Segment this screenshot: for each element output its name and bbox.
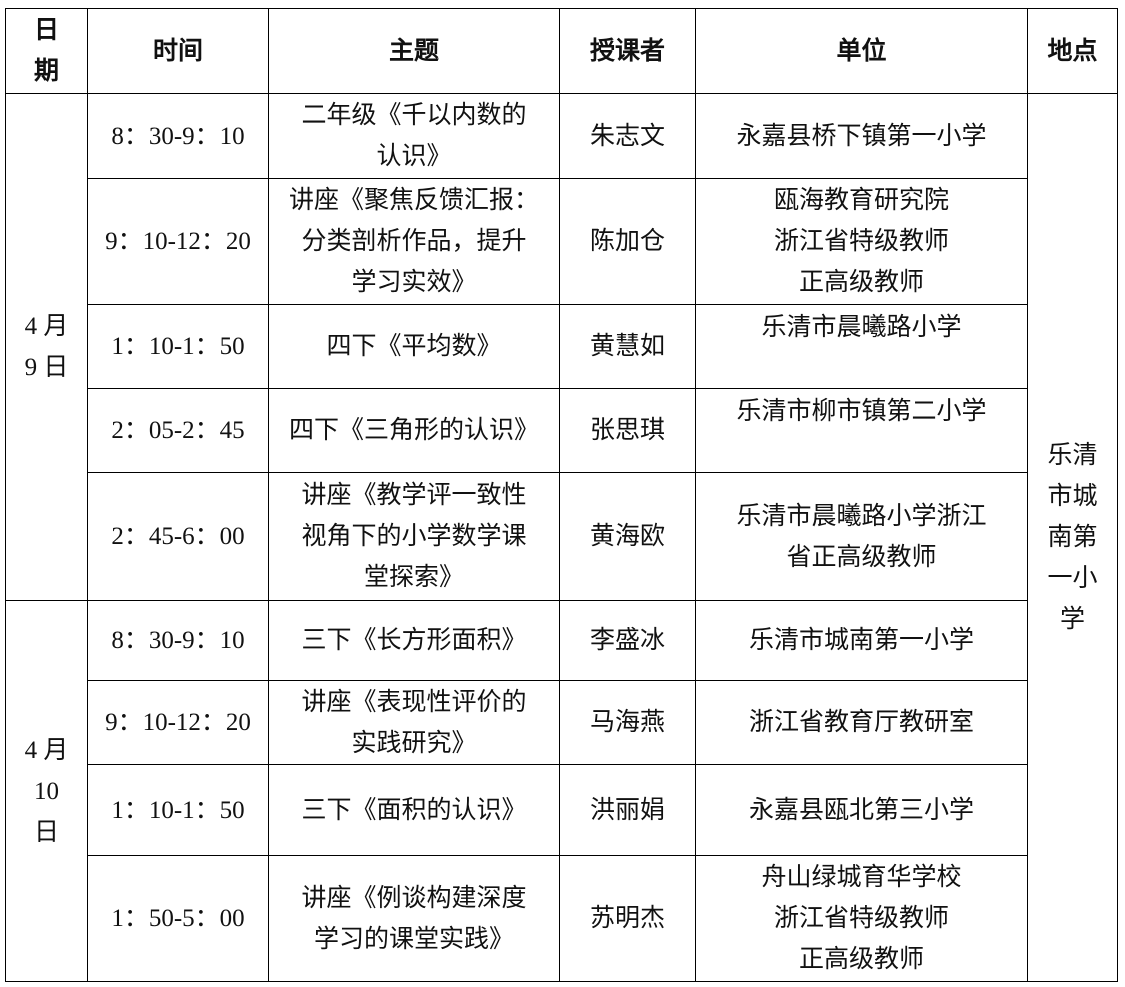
header-speaker: 授课者: [559, 8, 696, 94]
topic-cell: 讲座《教学评一致性 视角下的小学数学课 堂探索》: [268, 472, 560, 601]
table-row: 4 月 10 日 8：30-9：10 三下《长方形面积》 李盛冰 乐清市城南第一…: [5, 600, 1118, 982]
time-cell: 9：10-12：20: [87, 680, 269, 765]
unit-cell: 浙江省教育厅教研室: [695, 680, 1028, 765]
speaker-cell: 马海燕: [559, 680, 696, 765]
header-topic: 主题: [268, 8, 560, 94]
unit-cell: 瓯海教育研究院 浙江省特级教师 正高级教师: [695, 178, 1028, 305]
table-row: 1：10-1：50 三下《面积的认识》 洪丽娟 永嘉县瓯北第三小学: [6, 764, 1118, 856]
unit-cell: 舟山绿城育华学校 浙江省特级教师 正高级教师: [695, 855, 1028, 982]
speaker-cell: 黄慧如: [559, 304, 696, 389]
speaker-cell: 张思琪: [559, 388, 696, 473]
time-cell: 2：05-2：45: [87, 388, 269, 473]
topic-cell: 三下《长方形面积》: [268, 600, 560, 681]
table-row: 2：05-2：45 四下《三角形的认识》 张思琪 乐清市柳市镇第二小学: [6, 388, 1118, 473]
unit-cell: 永嘉县瓯北第三小学: [695, 764, 1028, 856]
speaker-cell: 洪丽娟: [559, 764, 696, 856]
time-cell: 8：30-9：10: [87, 600, 269, 681]
topic-cell: 四下《三角形的认识》: [268, 388, 560, 473]
header-row: 日 期 时间 主题 授课者 单位 地点: [5, 8, 1118, 94]
unit-cell: 乐清市城南第一小学: [695, 600, 1028, 681]
schedule-table: 日 期 时间 主题 授课者 单位 地点 4 月 9 日 8：30-9：10 二年…: [5, 8, 1118, 982]
date-cell: 4 月 10 日: [5, 600, 88, 982]
header-unit: 单位: [695, 8, 1028, 94]
topic-cell: 讲座《表现性评价的 实践研究》: [268, 680, 560, 765]
table-row: 4 月 9 日 8：30-9：10 二年级《千以内数的 认识》 朱志文 永嘉县桥…: [5, 93, 1118, 982]
speaker-cell: 陈加仓: [559, 178, 696, 305]
unit-cell: 永嘉县桥下镇第一小学: [695, 93, 1028, 179]
header-place: 地点: [1027, 8, 1118, 94]
time-cell: 9：10-12：20: [87, 178, 269, 305]
topic-cell: 讲座《聚焦反馈汇报： 分类剖析作品，提升 学习实效》: [268, 178, 560, 305]
time-cell: 1：10-1：50: [87, 304, 269, 389]
table-row: 1：50-5：00 讲座《例谈构建深度 学习的课堂实践》 苏明杰 舟山绿城育华学…: [6, 855, 1118, 982]
topic-cell: 讲座《例谈构建深度 学习的课堂实践》: [268, 855, 560, 982]
topic-cell: 三下《面积的认识》: [268, 764, 560, 856]
speaker-cell: 苏明杰: [559, 855, 696, 982]
table-row: 9：10-12：20 讲座《表现性评价的 实践研究》 马海燕 浙江省教育厅教研室: [6, 680, 1118, 765]
speaker-cell: 朱志文: [559, 93, 696, 179]
speaker-cell: 黄海欧: [559, 472, 696, 601]
time-cell: 8：30-9：10: [87, 93, 269, 179]
speaker-cell: 李盛冰: [559, 600, 696, 681]
header-time: 时间: [87, 8, 269, 94]
table-row: 1：10-1：50 四下《平均数》 黄慧如 乐清市晨曦路小学: [6, 304, 1118, 389]
time-cell: 1：10-1：50: [87, 764, 269, 856]
unit-cell: 乐清市柳市镇第二小学: [695, 388, 1028, 473]
table-row: 2：45-6：00 讲座《教学评一致性 视角下的小学数学课 堂探索》 黄海欧 乐…: [6, 472, 1118, 601]
topic-cell: 二年级《千以内数的 认识》: [268, 93, 560, 179]
time-cell: 2：45-6：00: [87, 472, 269, 601]
place-cell: 乐清 市城 南第 一小 学: [1027, 93, 1118, 982]
header-date: 日 期: [5, 8, 88, 94]
unit-cell: 乐清市晨曦路小学: [695, 304, 1028, 389]
unit-cell: 乐清市晨曦路小学浙江 省正高级教师: [695, 472, 1028, 601]
topic-cell: 四下《平均数》: [268, 304, 560, 389]
time-cell: 1：50-5：00: [87, 855, 269, 982]
date-cell: 4 月 9 日: [5, 93, 88, 601]
table-row: 9：10-12：20 讲座《聚焦反馈汇报： 分类剖析作品，提升 学习实效》 陈加…: [6, 178, 1118, 305]
